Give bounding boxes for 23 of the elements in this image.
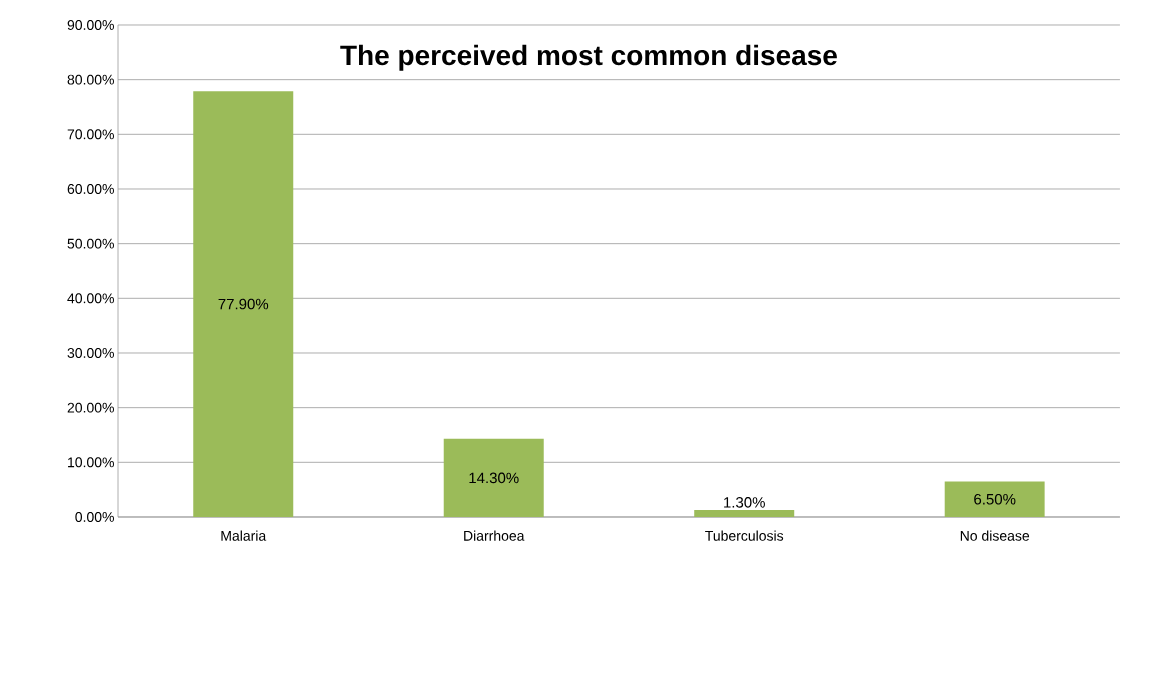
data-label: 14.30% bbox=[469, 472, 519, 484]
y-tick-label: 30.00% bbox=[67, 348, 114, 358]
y-tick-label: 90.00% bbox=[67, 20, 114, 30]
y-tick-label: 20.00% bbox=[67, 402, 114, 413]
x-tick-label: No disease bbox=[960, 530, 1030, 541]
bar bbox=[944, 481, 1045, 517]
data-label: 1.30% bbox=[724, 497, 765, 508]
y-tick-label: 0.00% bbox=[75, 512, 114, 522]
y-tick-label: 10.00% bbox=[68, 457, 114, 468]
data-label: 77.90% bbox=[218, 298, 269, 310]
x-tick-label: Malaria bbox=[221, 530, 267, 541]
bar bbox=[193, 91, 294, 517]
y-tick-label: 60.00% bbox=[67, 184, 114, 194]
y-tick-label: 50.00% bbox=[67, 238, 114, 249]
text: The perceived most common disease bbox=[340, 44, 837, 71]
data-label: 6.50% bbox=[974, 493, 1016, 505]
x-tick-label: Diarrhoea bbox=[464, 530, 525, 541]
bar bbox=[443, 438, 544, 517]
x-tick-label: Tuberculosis bbox=[705, 530, 784, 541]
bar bbox=[694, 509, 795, 517]
y-tick-label: 40.00% bbox=[67, 293, 114, 304]
y-tick-label: 70.00% bbox=[67, 129, 114, 140]
y-tick-label: 80.00% bbox=[67, 74, 114, 85]
